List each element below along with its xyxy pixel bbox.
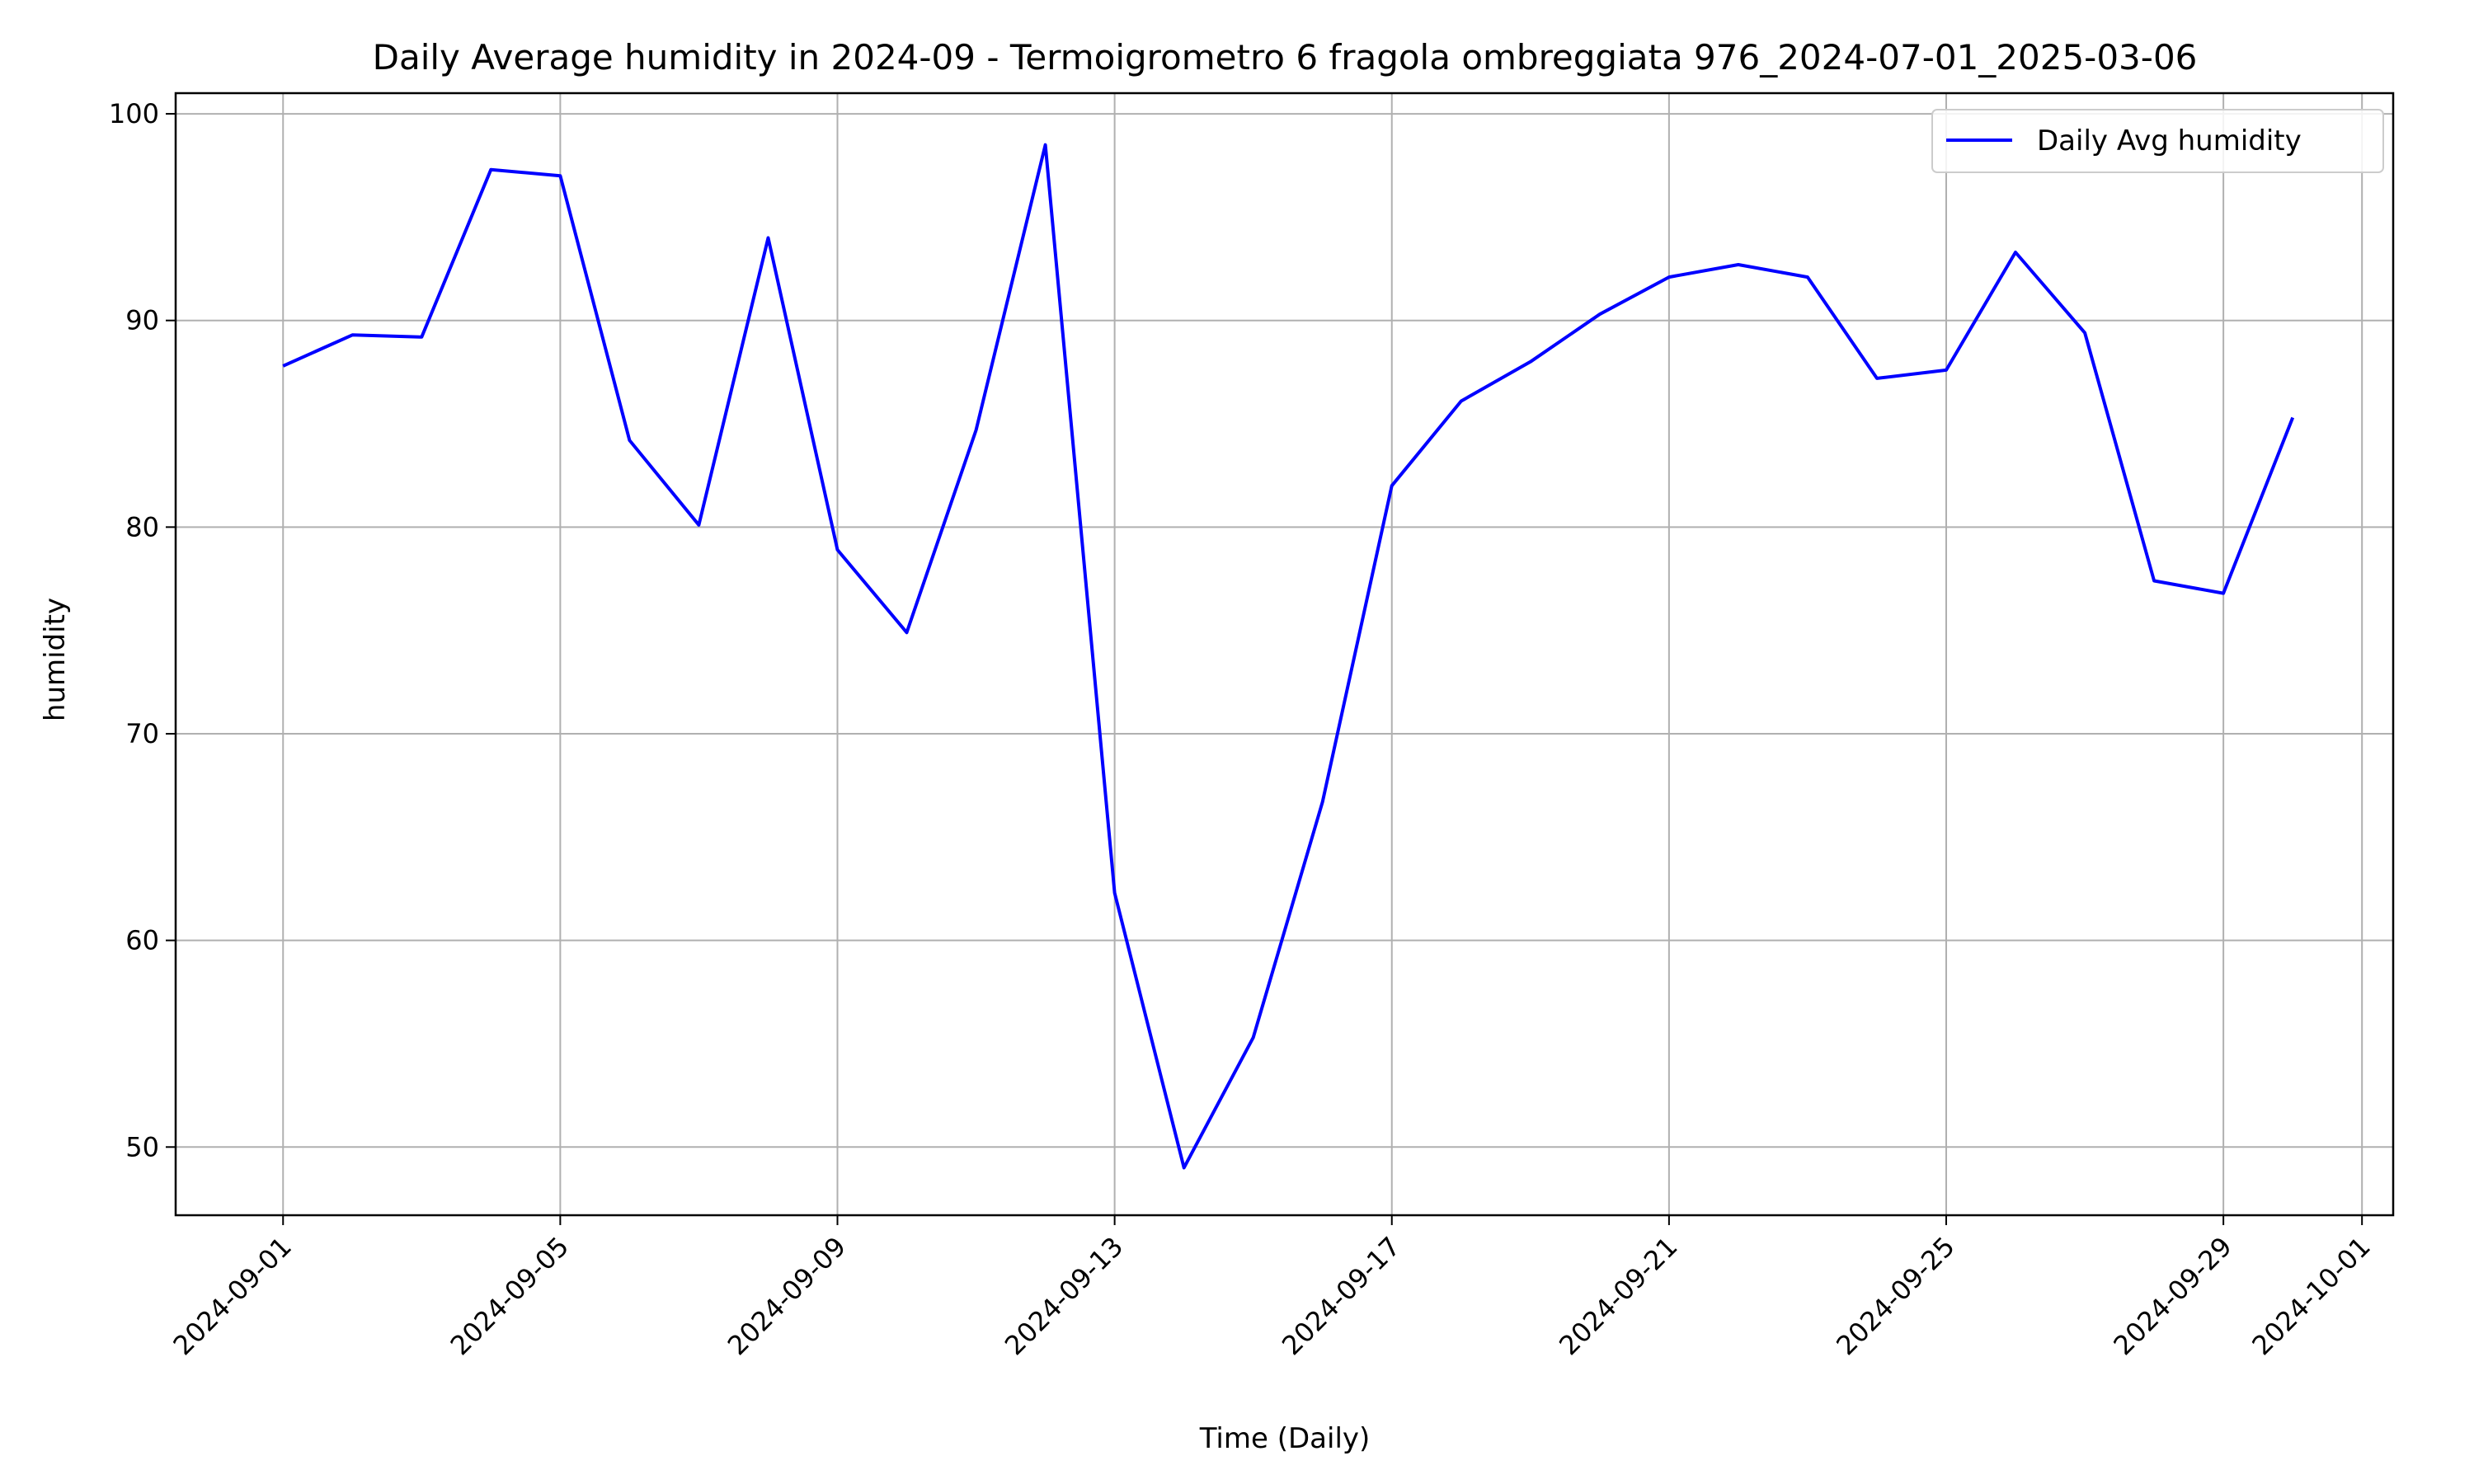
x-tick-label: 2024-09-05	[444, 1231, 575, 1361]
y-tick-label: 50	[125, 1131, 159, 1162]
x-tick-label: 2024-09-29	[2107, 1231, 2237, 1361]
x-tick-label: 2024-09-09	[722, 1231, 852, 1361]
y-axis-label: humidity	[39, 598, 72, 721]
x-axis-label: Time (Daily)	[1199, 1422, 1371, 1455]
y-tick-label: 90	[125, 305, 159, 336]
y-tick-label: 70	[125, 718, 159, 749]
chart-title: Daily Average humidity in 2024-09 - Term…	[373, 37, 2198, 77]
series-line	[282, 143, 2295, 1170]
x-tick-label: 2024-09-13	[999, 1231, 1129, 1361]
legend-label: Daily Avg humidity	[2037, 124, 2302, 157]
x-tick-label: 2024-09-01	[167, 1231, 298, 1361]
y-tick-label: 100	[109, 98, 159, 129]
axis-layer: 50 60 70 80 90 100 2024-09-01 2024-09-05 2024-09…	[109, 98, 2377, 1361]
y-tick-label: 80	[125, 511, 159, 542]
x-tick-label: 2024-09-25	[1830, 1231, 1960, 1361]
x-tick-label: 2024-09-21	[1553, 1231, 1683, 1361]
y-tick-label: 60	[125, 925, 159, 956]
grid-layer	[176, 93, 2393, 1215]
legend: Daily Avg humidity	[1931, 109, 2384, 173]
x-tick-label: 2024-09-17	[1276, 1231, 1406, 1361]
series-layer	[282, 143, 2295, 1170]
x-tick-label: 2024-10-01	[2246, 1231, 2376, 1361]
plot-frame	[174, 92, 2395, 1217]
legend-box	[1931, 109, 2384, 173]
